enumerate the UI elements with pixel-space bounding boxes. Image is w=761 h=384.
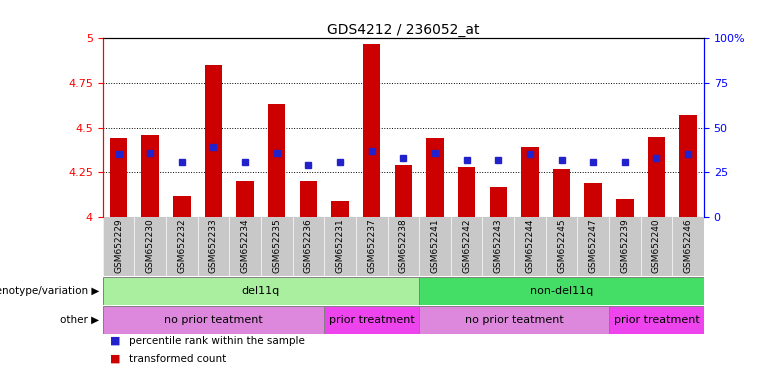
Text: prior treatment: prior treatment xyxy=(613,314,699,325)
Text: GSM652241: GSM652241 xyxy=(431,219,439,273)
Text: GSM652240: GSM652240 xyxy=(652,219,661,273)
Text: ■: ■ xyxy=(110,354,121,364)
Bar xyxy=(584,183,602,217)
Text: non-del11q: non-del11q xyxy=(530,286,593,296)
Bar xyxy=(680,115,697,217)
Text: no prior teatment: no prior teatment xyxy=(465,314,563,325)
Text: GSM652233: GSM652233 xyxy=(209,219,218,273)
Text: GSM652232: GSM652232 xyxy=(177,219,186,273)
Text: GSM652247: GSM652247 xyxy=(589,219,597,273)
Text: GSM652239: GSM652239 xyxy=(620,219,629,273)
Bar xyxy=(609,306,704,333)
Bar xyxy=(648,137,665,217)
Text: GSM652236: GSM652236 xyxy=(304,219,313,273)
Bar xyxy=(458,167,476,217)
Text: GSM652244: GSM652244 xyxy=(525,219,534,273)
Text: prior treatment: prior treatment xyxy=(329,314,415,325)
Bar xyxy=(489,187,507,217)
Bar xyxy=(426,138,444,217)
Bar xyxy=(331,201,349,217)
Text: GSM652230: GSM652230 xyxy=(145,219,154,273)
Bar xyxy=(237,181,254,217)
Bar xyxy=(395,165,412,217)
Text: transformed count: transformed count xyxy=(129,354,227,364)
Text: ■: ■ xyxy=(110,336,121,346)
Text: GSM652237: GSM652237 xyxy=(368,219,376,273)
Text: GSM652235: GSM652235 xyxy=(272,219,282,273)
Bar xyxy=(324,306,419,333)
Bar xyxy=(363,44,380,217)
Bar xyxy=(142,135,159,217)
Bar xyxy=(419,306,609,333)
Bar xyxy=(521,147,539,217)
Text: GSM652242: GSM652242 xyxy=(462,219,471,273)
Bar xyxy=(103,277,419,305)
Text: genotype/variation ▶: genotype/variation ▶ xyxy=(0,286,99,296)
Text: GSM652229: GSM652229 xyxy=(114,219,123,273)
Bar xyxy=(616,199,633,217)
Bar xyxy=(300,181,317,217)
Text: GSM652234: GSM652234 xyxy=(240,219,250,273)
Text: GSM652245: GSM652245 xyxy=(557,219,566,273)
Text: GSM652238: GSM652238 xyxy=(399,219,408,273)
Bar xyxy=(174,195,190,217)
Text: other ▶: other ▶ xyxy=(60,314,99,325)
Bar xyxy=(552,169,570,217)
Text: del11q: del11q xyxy=(242,286,280,296)
Text: GSM652246: GSM652246 xyxy=(683,219,693,273)
Bar xyxy=(268,104,285,217)
Bar xyxy=(110,138,127,217)
Text: GSM652243: GSM652243 xyxy=(494,219,503,273)
Text: no prior teatment: no prior teatment xyxy=(164,314,263,325)
Text: percentile rank within the sample: percentile rank within the sample xyxy=(129,336,305,346)
Text: GSM652231: GSM652231 xyxy=(336,219,345,273)
Title: GDS4212 / 236052_at: GDS4212 / 236052_at xyxy=(327,23,479,37)
Bar xyxy=(205,65,222,217)
Bar xyxy=(419,277,704,305)
Bar xyxy=(103,306,324,333)
